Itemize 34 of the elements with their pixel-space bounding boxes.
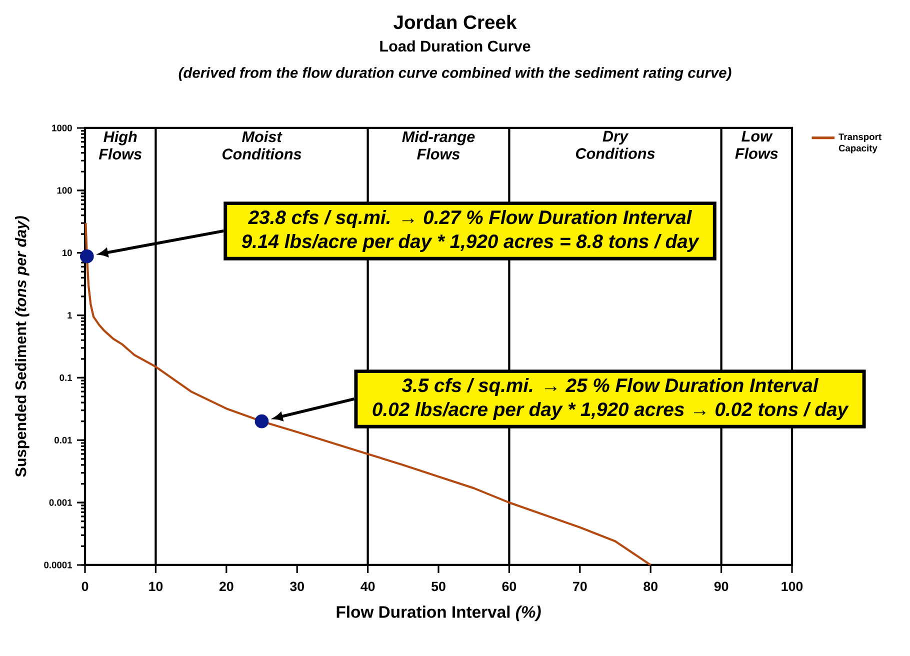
y-axis-title: Suspended Sediment (tons per day) bbox=[14, 216, 30, 477]
annotation: Moist Conditions bbox=[222, 130, 302, 160]
x-tick-label: 50 bbox=[432, 582, 446, 592]
chart-title: Jordan Creek bbox=[394, 14, 517, 30]
annotation: 0.02 lbs/acre per day * 1,920 acres → 0.02 tons / day bbox=[372, 402, 849, 420]
x-tick-label: 20 bbox=[219, 582, 234, 592]
y-tick-label: 0.001 bbox=[49, 499, 72, 506]
annotation: 23.8 cfs / sq.mi. → 0.27 % Flow Duration Interval bbox=[248, 210, 692, 228]
x-tick-label: 60 bbox=[502, 582, 516, 592]
x-tick-label: 10 bbox=[149, 582, 163, 592]
annotation: Dry Conditions bbox=[576, 130, 655, 159]
y-tick-label: 0.1 bbox=[60, 374, 72, 381]
x-tick-label: 100 bbox=[782, 582, 803, 592]
y-tick-label: 1 bbox=[68, 312, 72, 318]
annotation: High Flows bbox=[98, 130, 142, 160]
annotation: 9.14 lbs/acre per day * 1,920 acres = 8.8 tons / day bbox=[242, 234, 700, 252]
text: (derived from the flow duration curve combined with the sediment rating curve) bbox=[178, 67, 732, 81]
y-tick-label: 100 bbox=[57, 187, 72, 194]
chart-subtitle: Load Duration Curve bbox=[380, 40, 530, 52]
x-axis-title: Flow Duration Interval (%) bbox=[336, 606, 541, 622]
x-tick-label: 40 bbox=[360, 582, 375, 592]
y-tick-label: 10 bbox=[62, 250, 72, 256]
x-tick-label: 0 bbox=[82, 582, 88, 592]
y-tick-label: 0.01 bbox=[54, 436, 72, 444]
y-tick-label: 1000 bbox=[52, 124, 72, 132]
x-tick-label: 70 bbox=[573, 582, 587, 592]
annotation: Mid-range Flows bbox=[402, 130, 475, 160]
x-tick-label: 30 bbox=[290, 582, 304, 592]
y-tick-label: 0.0001 bbox=[44, 562, 72, 568]
annotation: 3.5 cfs / sq.mi. → 25 % Flow Duration Interval bbox=[402, 378, 819, 396]
x-tick-label: 80 bbox=[644, 582, 658, 592]
x-tick-label: 90 bbox=[714, 582, 728, 592]
annotation: Low Flows bbox=[735, 130, 778, 159]
legend-label: Transport Capacity bbox=[838, 134, 882, 154]
